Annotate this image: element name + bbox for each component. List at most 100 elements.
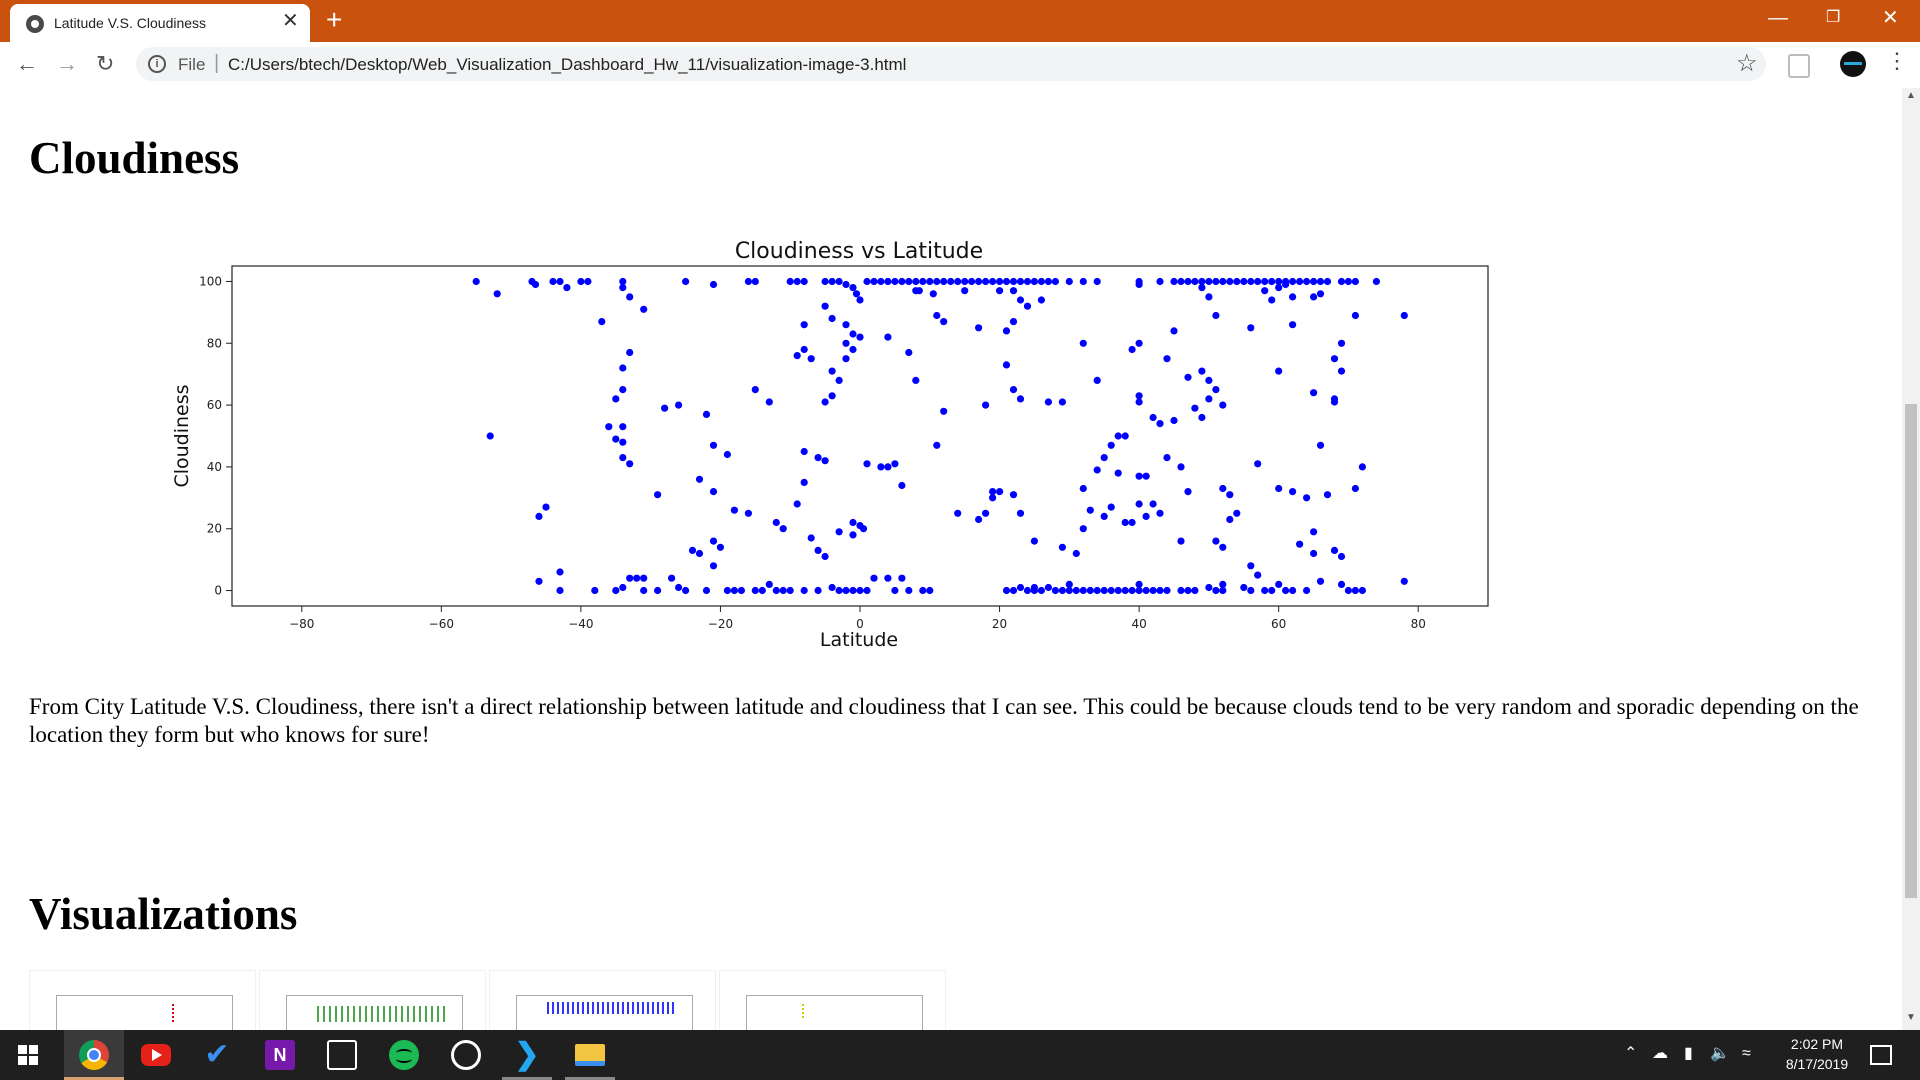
data-point <box>1198 413 1206 422</box>
data-point <box>772 586 780 595</box>
scroll-down-icon[interactable]: ▼ <box>1906 1012 1916 1023</box>
data-point <box>1065 586 1073 595</box>
data-point <box>1261 287 1269 295</box>
data-point <box>1351 586 1359 595</box>
data-point <box>1086 506 1094 514</box>
data-point <box>793 352 801 360</box>
data-point <box>1316 441 1325 449</box>
spotify-icon[interactable] <box>389 1040 419 1070</box>
volume-icon[interactable]: 🔈 <box>1710 1045 1730 1062</box>
minimize-icon[interactable]: — <box>1768 7 1788 29</box>
thumbnail-humidity[interactable] <box>259 970 486 1030</box>
data-point <box>929 290 937 298</box>
page-scrollbar[interactable]: ▲ ▼ <box>1902 88 1920 1030</box>
data-point <box>807 534 815 542</box>
windows-taskbar: ✔ N ❯ ⌃ ☁ ▮ 🔈 ≈ 2:02 PM 8/17/2019 <box>0 1030 1920 1080</box>
restore-icon[interactable]: ❐ <box>1826 9 1841 26</box>
data-point <box>1303 277 1311 286</box>
url-text[interactable]: C:/Users/btech/Desktop/Web_Visualization… <box>228 55 907 74</box>
data-point <box>744 509 753 517</box>
data-point <box>961 277 969 286</box>
data-point <box>1079 277 1087 286</box>
star-icon[interactable]: ☆ <box>1736 50 1758 77</box>
file-explorer-icon[interactable] <box>575 1044 605 1066</box>
data-point <box>1114 586 1122 595</box>
taskbar-time[interactable]: 2:02 PM <box>1790 1036 1844 1052</box>
thumbnail-wind-speed[interactable] <box>719 970 946 1030</box>
thumbnail-cloudiness[interactable] <box>489 970 716 1030</box>
data-point <box>1079 586 1087 595</box>
menu-icon[interactable]: ⋮ <box>1886 48 1908 73</box>
data-point <box>912 376 920 384</box>
wifi-icon[interactable]: ≈ <box>1742 1045 1751 1062</box>
notifications-icon[interactable] <box>1870 1045 1892 1065</box>
alarm-clock-icon[interactable] <box>451 1040 481 1070</box>
reload-icon[interactable]: ↻ <box>96 51 115 76</box>
data-point <box>996 488 1004 496</box>
data-point <box>996 277 1004 286</box>
data-point <box>1100 454 1108 462</box>
data-point <box>1205 583 1213 592</box>
data-point <box>1170 416 1178 425</box>
data-point <box>1275 277 1283 286</box>
data-point <box>1226 515 1234 524</box>
data-point <box>1114 469 1122 477</box>
data-point <box>1247 562 1255 570</box>
data-point <box>1121 518 1129 527</box>
thumbnail-plot <box>56 995 233 1030</box>
data-point <box>877 277 885 286</box>
close-window-icon[interactable]: ✕ <box>1882 7 1899 29</box>
browser-tab-active[interactable]: Latitude V.S. Cloudiness ✕ <box>10 4 310 42</box>
data-point <box>1135 392 1143 400</box>
data-point <box>1226 277 1234 286</box>
data-point <box>709 488 718 496</box>
data-point <box>1156 420 1164 428</box>
data-point <box>633 574 641 582</box>
back-icon[interactable]: ← <box>16 51 38 76</box>
data-point <box>695 549 704 558</box>
data-point <box>758 586 766 595</box>
data-point <box>1296 277 1304 286</box>
address-bar[interactable]: i File | C:/Users/btech/Desktop/Web_Visu… <box>136 47 1766 81</box>
close-tab-icon[interactable]: ✕ <box>282 10 299 32</box>
avatar[interactable] <box>1840 51 1866 77</box>
onedrive-icon[interactable]: ☁ <box>1652 1045 1668 1062</box>
youtube-icon[interactable] <box>141 1044 171 1066</box>
data-point <box>1107 503 1115 511</box>
data-point <box>1142 512 1150 520</box>
url-scheme: File <box>178 55 206 74</box>
data-point <box>835 586 843 595</box>
data-point <box>1121 586 1129 595</box>
data-point <box>1310 293 1318 301</box>
data-point <box>619 438 627 446</box>
scroll-up-icon[interactable]: ▲ <box>1906 90 1916 101</box>
forward-icon[interactable]: → <box>56 51 78 76</box>
data-point <box>1079 525 1087 533</box>
data-point <box>1058 543 1066 551</box>
chrome-icon[interactable] <box>79 1040 109 1070</box>
scroll-thumb[interactable] <box>1905 404 1917 898</box>
calendar-icon[interactable] <box>327 1040 357 1070</box>
windows-start-icon[interactable] <box>18 1045 38 1065</box>
thumbnail-plot <box>746 995 923 1030</box>
vscode-icon[interactable]: ❯ <box>514 1038 540 1071</box>
data-point <box>1163 586 1171 595</box>
new-tab-button[interactable]: + <box>326 4 343 35</box>
info-icon[interactable]: i <box>148 55 166 73</box>
thumbnail-temperature[interactable] <box>29 970 256 1030</box>
chevron-up-icon[interactable]: ⌃ <box>1624 1045 1638 1062</box>
data-point <box>1135 472 1143 480</box>
data-point <box>849 518 857 527</box>
todo-icon[interactable]: ✔ <box>204 1038 230 1071</box>
taskbar-date[interactable]: 8/17/2019 <box>1785 1056 1849 1072</box>
data-point <box>884 463 892 471</box>
data-point <box>1177 586 1185 595</box>
data-point <box>737 586 746 595</box>
data-point <box>1191 277 1199 286</box>
data-point <box>912 277 920 286</box>
extension-icon[interactable] <box>1788 54 1810 78</box>
onenote-icon[interactable]: N <box>265 1040 295 1070</box>
data-point <box>1065 580 1073 588</box>
battery-icon[interactable]: ▮ <box>1684 1045 1693 1062</box>
data-point <box>1372 277 1380 286</box>
